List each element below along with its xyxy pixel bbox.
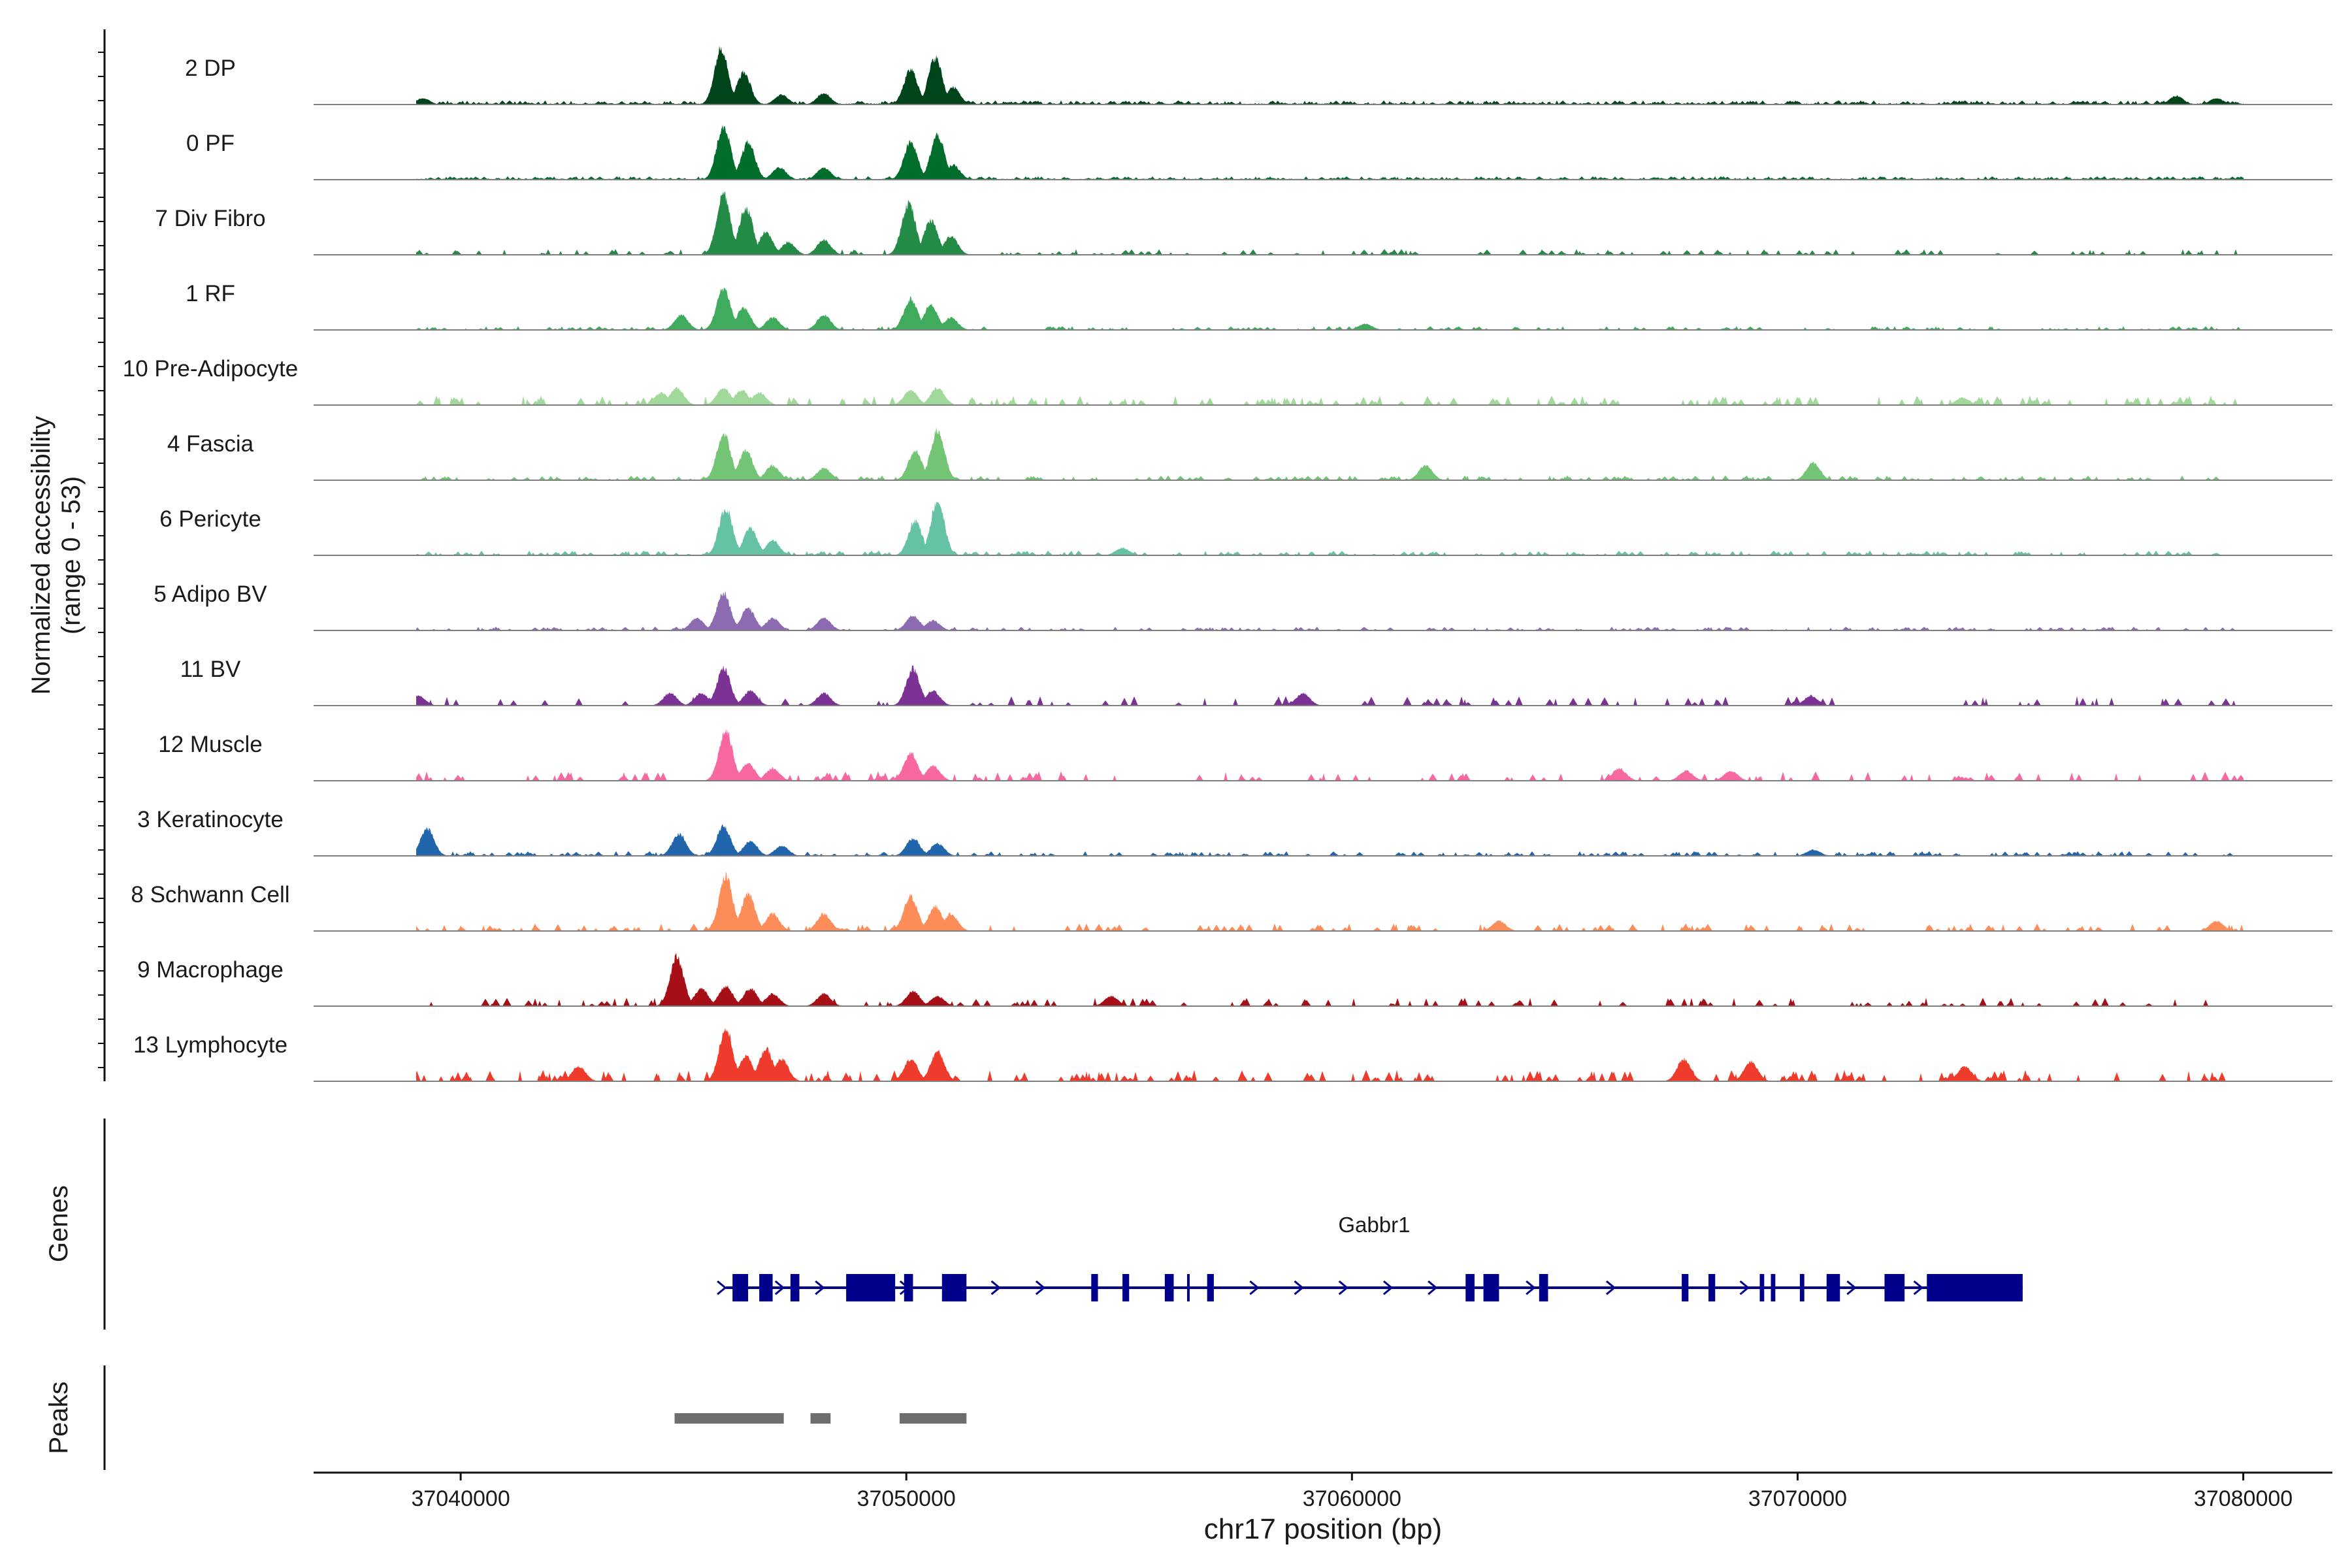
gene-exon-11: [1207, 1274, 1214, 1301]
gene-strand-arrow: [1913, 1280, 1923, 1296]
x-axis-ticks: 37040000 37050000 37060000 37070000 37080000: [411, 1473, 2293, 1511]
track-label-12: 8 Schwann Cell: [131, 882, 289, 907]
gene-exon-7: [1091, 1274, 1098, 1301]
gene-strand-arrow: [1249, 1280, 1260, 1296]
track-13: [314, 953, 2332, 1007]
y-axis-label-line2: (range 0 - 53): [57, 476, 86, 634]
peak-region-1: [674, 1413, 784, 1424]
gene-strand-arrow: [899, 1280, 910, 1296]
x-tick-label: 37070000: [1748, 1486, 1847, 1511]
track-label-2: 0 PF: [186, 131, 235, 156]
track-label-6: 4 Fascia: [167, 431, 254, 457]
gene-strand-arrow: [1606, 1280, 1616, 1296]
x-tick-label: 37080000: [2194, 1486, 2293, 1511]
track-14: [314, 1028, 2332, 1082]
peak-region-3: [899, 1413, 967, 1424]
track-2: [314, 124, 2332, 180]
coverage-tracks: [314, 45, 2332, 1082]
genes-track-label: Genes: [44, 1185, 73, 1262]
coverage-track-labels: 2 DP 0 PF 7 Div Fibro 1 RF 10 Pre-Adipocyte 4…: [123, 56, 298, 1058]
track-label-4: 1 RF: [186, 281, 235, 306]
y-axis-label-line1: Normalized accessibility: [27, 416, 56, 695]
peak-track: [674, 1413, 967, 1424]
x-tick-label: 37040000: [411, 1486, 510, 1511]
track-label-14: 13 Lymphocyte: [133, 1032, 287, 1058]
track-label-8: 5 Adipo BV: [154, 581, 267, 607]
track-label-1: 2 DP: [185, 56, 236, 81]
gene-exon-16: [1708, 1274, 1716, 1301]
track-area-5: [416, 386, 2244, 405]
gene-strand-arrow: [1294, 1280, 1304, 1296]
gene-strand-arrow: [990, 1280, 1001, 1296]
peaks-track-label: Peaks: [44, 1381, 73, 1454]
gene-exon-20: [1826, 1274, 1840, 1301]
track-9: [314, 665, 2332, 706]
gene-exon-1: [732, 1274, 749, 1301]
track-3: [314, 191, 2332, 255]
y-axis-ticks: [98, 52, 105, 1068]
gene-exon-6: [941, 1274, 967, 1301]
track-label-3: 7 Div Fibro: [155, 206, 265, 231]
track-area-11: [416, 824, 2244, 856]
x-axis-label: chr17 position (bp): [1204, 1513, 1442, 1545]
gene-exon-3: [790, 1274, 800, 1301]
x-tick-label: 37050000: [857, 1486, 956, 1511]
track-10: [314, 728, 2332, 781]
track-12: [314, 872, 2332, 932]
gene-exon-15: [1682, 1274, 1689, 1301]
gene-exon-22: [1927, 1274, 2023, 1301]
gene-exon-9: [1164, 1274, 1174, 1301]
track-8: [314, 591, 2332, 631]
gene-name-label: Gabbr1: [1338, 1213, 1410, 1237]
gene-strand-arrow: [1338, 1280, 1349, 1296]
gene-exon-13: [1483, 1274, 1499, 1301]
gene-strand-arrow: [1846, 1280, 1857, 1296]
gene-track: Gabbr1: [717, 1213, 2023, 1301]
gene-strand-arrow: [1428, 1280, 1438, 1296]
track-label-10: 12 Muscle: [158, 732, 263, 757]
gene-exon-8: [1122, 1274, 1130, 1301]
track-label-7: 6 Pericyte: [159, 506, 261, 532]
gene-strand-arrow: [1035, 1280, 1046, 1296]
gene-strand-arrow: [1739, 1280, 1750, 1296]
gene-exon-21: [1884, 1274, 1905, 1301]
gene-exon-14: [1539, 1274, 1548, 1301]
x-tick-label: 37060000: [1303, 1486, 1401, 1511]
gene-exon-4: [846, 1274, 896, 1301]
track-11: [314, 824, 2332, 857]
track-label-13: 9 Macrophage: [137, 957, 284, 983]
track-4: [314, 287, 2332, 331]
track-label-5: 10 Pre-Adipocyte: [123, 356, 298, 382]
track-label-11: 3 Keratinocyte: [137, 807, 284, 832]
gene-exon-18: [1771, 1274, 1776, 1301]
track-1: [314, 45, 2332, 105]
gene-strand-arrow: [815, 1280, 825, 1296]
track-5: [314, 386, 2332, 406]
gene-strand-arrow: [774, 1280, 785, 1296]
gene-exon-19: [1799, 1274, 1805, 1301]
gene-exon-12: [1465, 1274, 1475, 1301]
gene-exon-17: [1759, 1274, 1765, 1301]
track-7: [314, 501, 2332, 556]
track-label-9: 11 BV: [180, 657, 241, 682]
gene-exon-2: [759, 1274, 773, 1301]
gene-exon-10: [1186, 1274, 1190, 1301]
gene-strand-arrow: [717, 1280, 727, 1296]
gene-strand-arrow: [1382, 1280, 1394, 1296]
track-6: [314, 427, 2332, 481]
peak-region-2: [810, 1413, 831, 1424]
gene-strand-arrow: [1526, 1280, 1536, 1296]
